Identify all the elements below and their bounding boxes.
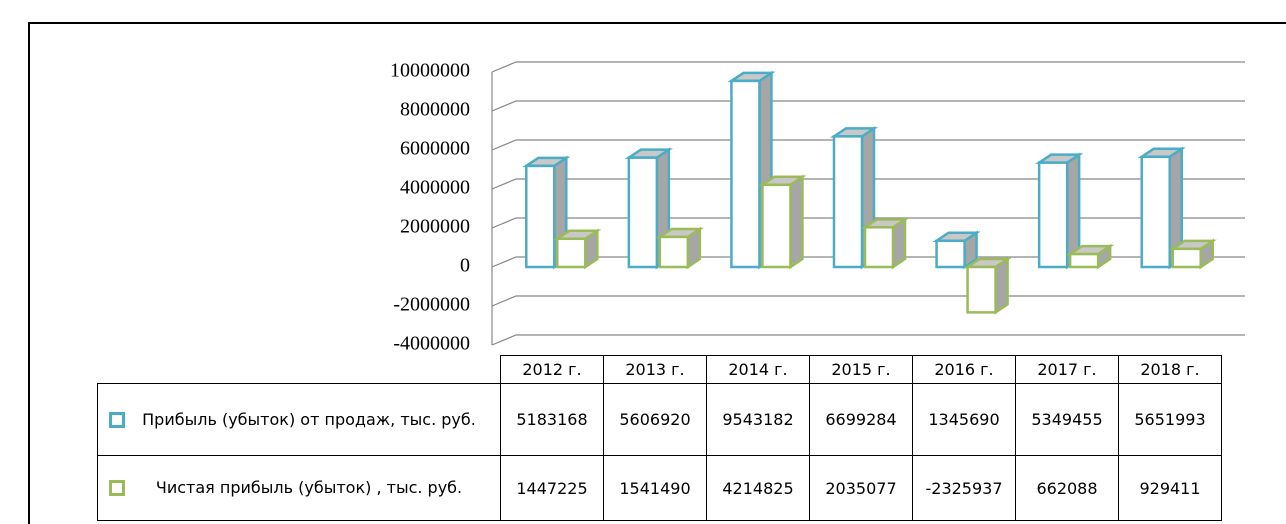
value-cell: 5606920 [603, 383, 707, 456]
y-tick-label: 2000000 [400, 216, 470, 238]
bar [963, 256, 1012, 315]
bar-front [627, 156, 659, 269]
grid-line [491, 61, 1245, 73]
grid-line [491, 217, 1245, 229]
bar-front [966, 265, 997, 314]
category-label: 2016 г. [912, 355, 1016, 384]
category-label: 2014 г. [706, 355, 810, 384]
value-cell: 4214825 [706, 455, 810, 521]
header-row: 2012 г. 2013 г. 2014 г. 2015 г. 2016 г. 2017 … [98, 355, 1222, 384]
grid-line [491, 100, 1245, 112]
y-tick-label: -2000000 [393, 294, 470, 316]
bar-front [832, 135, 864, 269]
value-cell: -2325937 [912, 455, 1016, 521]
value-cell: 1345690 [912, 383, 1016, 456]
bar-front [863, 226, 895, 269]
legend-marker [109, 480, 125, 496]
legend-label: Прибыль (убыток) от продаж, тыс. руб. [142, 409, 476, 429]
bar [655, 226, 704, 270]
bar-front [556, 237, 587, 269]
grid-line [491, 139, 1245, 151]
value-cell: 6699284 [809, 383, 913, 456]
grid-line [491, 334, 1245, 346]
category-label: 2012 г. [500, 355, 604, 384]
grid-line [491, 178, 1245, 190]
y-tick-label: 0 [460, 255, 470, 277]
y-tick-label: -4000000 [393, 333, 470, 355]
bar-front [1140, 155, 1171, 269]
y-tick-label: 6000000 [400, 138, 470, 160]
legend-entry: Прибыль (убыток) от продаж, тыс. руб. [97, 383, 501, 456]
chart-frame [28, 22, 1286, 524]
bar-front [525, 164, 556, 269]
category-label: 2017 г. [1015, 355, 1119, 384]
y-tick-label: 10000000 [390, 60, 470, 82]
bar [553, 228, 602, 270]
value-cell: 5349455 [1015, 383, 1119, 456]
bar-front [658, 235, 690, 269]
value-cell: 2035077 [809, 455, 913, 521]
corner [98, 356, 501, 384]
bar [1168, 238, 1217, 270]
value-cell: 5651993 [1118, 383, 1222, 456]
value-cell: 1447225 [500, 455, 604, 521]
category-label: 2015 г. [809, 355, 913, 384]
series-row: Прибыль (убыток) от продаж, тыс. руб. 518… [97, 383, 1222, 456]
y-tick-label: 8000000 [400, 99, 470, 121]
category-label: 2018 г. [1118, 355, 1222, 384]
bar-front [935, 239, 966, 269]
bar-side [789, 174, 804, 270]
value-cell: 1541490 [603, 455, 707, 521]
legend-label: Чистая прибыль (убыток) , тыс. руб. [155, 478, 463, 497]
bar [624, 147, 673, 270]
series-row: Чистая прибыль (убыток) , тыс. руб. 14472… [97, 455, 1222, 521]
category-label: 2013 г. [603, 355, 707, 384]
value-cell: 5183168 [500, 383, 604, 456]
bar [758, 174, 807, 270]
bar-front [1037, 161, 1069, 269]
bar [1066, 243, 1115, 270]
bar-front [1068, 252, 1100, 269]
bar [1035, 152, 1084, 270]
data-table: 2012 г. 2013 г. 2014 г. 2015 г. 2016 г. 2017 … [97, 355, 1222, 521]
bar [860, 216, 910, 270]
bar-front [761, 183, 792, 269]
bar [932, 230, 981, 270]
value-cell: 929411 [1118, 455, 1222, 521]
grid-line [491, 295, 1245, 307]
grid-line [491, 256, 1245, 268]
value-cell: 662088 [1015, 455, 1119, 521]
bar-front [1171, 247, 1202, 269]
legend-marker [109, 411, 125, 428]
y-tick-label: 4000000 [400, 177, 470, 199]
legend-entry: Чистая прибыль (убыток) , тыс. руб. [97, 455, 501, 521]
value-cell: 9543182 [706, 383, 810, 456]
bar-front [730, 79, 761, 269]
